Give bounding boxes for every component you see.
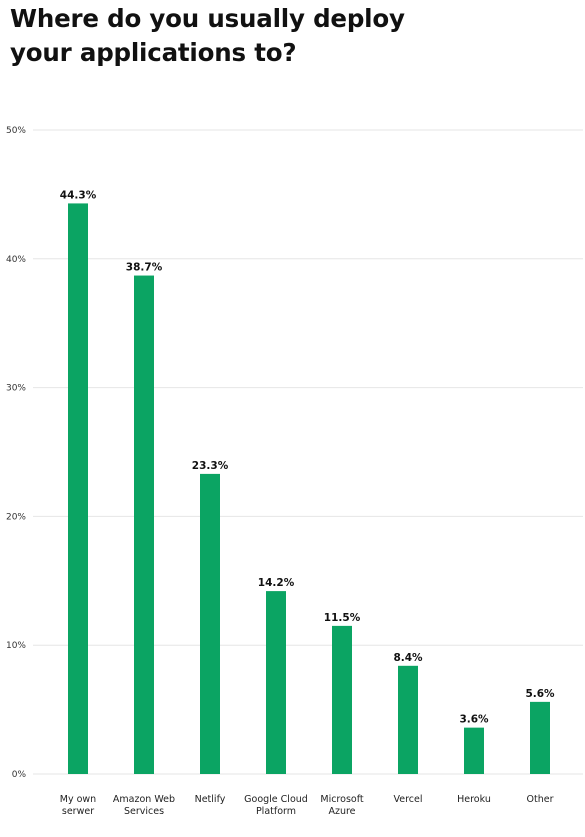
data-label: 8.4%: [393, 652, 423, 664]
data-label: 11.5%: [324, 612, 361, 624]
bar: [464, 727, 484, 774]
x-tick-label: Microsoft: [320, 794, 364, 805]
y-tick-label: 40%: [6, 255, 26, 265]
bar: [398, 665, 418, 774]
chart-title-line-2: your applications to?: [10, 38, 297, 67]
bar: [68, 203, 88, 774]
y-tick-label: 50%: [6, 126, 26, 136]
x-tick-label: Vercel: [393, 794, 422, 805]
data-label: 44.3%: [60, 189, 97, 201]
x-tick-label: Heroku: [457, 794, 491, 805]
bar: [530, 701, 550, 774]
x-tick-label: Amazon Web: [113, 794, 175, 805]
data-label: 3.6%: [459, 714, 489, 726]
y-tick-label: 30%: [6, 384, 26, 394]
data-label: 23.3%: [192, 460, 229, 472]
x-tick-label: Platform: [256, 806, 296, 817]
x-tick-label: serwer: [62, 806, 94, 817]
bar: [332, 625, 352, 774]
x-tick-label: Other: [527, 794, 554, 805]
x-tick-label: Google Cloud: [244, 794, 308, 805]
data-label: 14.2%: [258, 577, 295, 589]
bar-layer: [68, 203, 550, 774]
data-label: 5.6%: [525, 688, 555, 700]
y-tick-label: 20%: [6, 512, 26, 522]
x-tick-label: Netlify: [195, 794, 226, 805]
grid-layer: [33, 129, 583, 775]
bar: [266, 591, 286, 774]
y-tick-label: 10%: [6, 641, 26, 651]
x-tick-label: My own: [60, 794, 96, 805]
chart-title: Where do you usually deploy your applica…: [10, 2, 570, 70]
bar: [134, 275, 154, 774]
x-tick-label: Azure: [328, 806, 355, 817]
bar: [200, 473, 220, 774]
y-tick-label: 0%: [12, 770, 27, 780]
chart-title-line-1: Where do you usually deploy: [10, 4, 405, 33]
x-tick-label: Services: [124, 806, 164, 817]
data-label: 38.7%: [126, 262, 163, 274]
